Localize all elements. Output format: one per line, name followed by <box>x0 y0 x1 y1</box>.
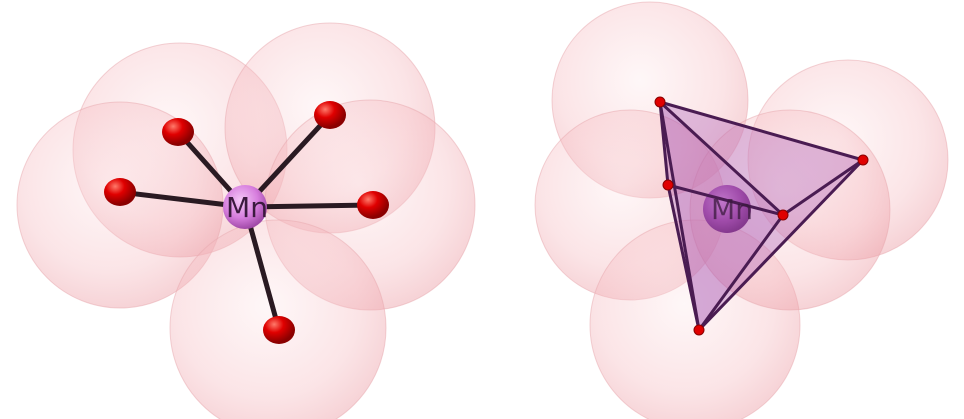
right-polyhedron-structure: Mn <box>534 1 949 419</box>
right-tetrahedron-edge <box>658 100 701 332</box>
left-center-label: Mn <box>226 191 268 224</box>
right-tetrahedron-edge <box>666 183 785 217</box>
right-tetrahedron-edge <box>666 183 701 332</box>
left-ligand-atom <box>357 191 389 219</box>
right-tetrahedron <box>658 100 865 332</box>
right-ligand-atom <box>777 209 789 221</box>
left-ball-and-stick-structure: Mn <box>16 22 476 419</box>
right-ligand-atom <box>857 154 869 166</box>
left-ligand-atoms <box>104 101 389 344</box>
right-ligand-atom <box>654 96 666 108</box>
right-tetrahedron-edge <box>781 158 865 217</box>
left-ligand-atom <box>104 178 136 206</box>
left-ligand-atom <box>263 316 295 344</box>
right-tetrahedron-edge <box>658 100 670 187</box>
right-ligand-atom <box>662 179 674 191</box>
right-ligand-atom <box>693 324 705 336</box>
left-ligand-atom <box>162 118 194 146</box>
right-ligand-spheres <box>534 1 949 419</box>
right-tetrahedron-edge <box>658 100 785 217</box>
right-center-label: Mn <box>711 193 753 226</box>
left-center-atom <box>223 185 267 229</box>
right-tetrahedron-edge <box>697 213 785 332</box>
right-ligand-atoms <box>654 96 869 336</box>
right-tetrahedron-edge <box>697 158 865 332</box>
right-tetrahedron-edge <box>658 100 865 162</box>
left-ligand-atom <box>314 101 346 129</box>
